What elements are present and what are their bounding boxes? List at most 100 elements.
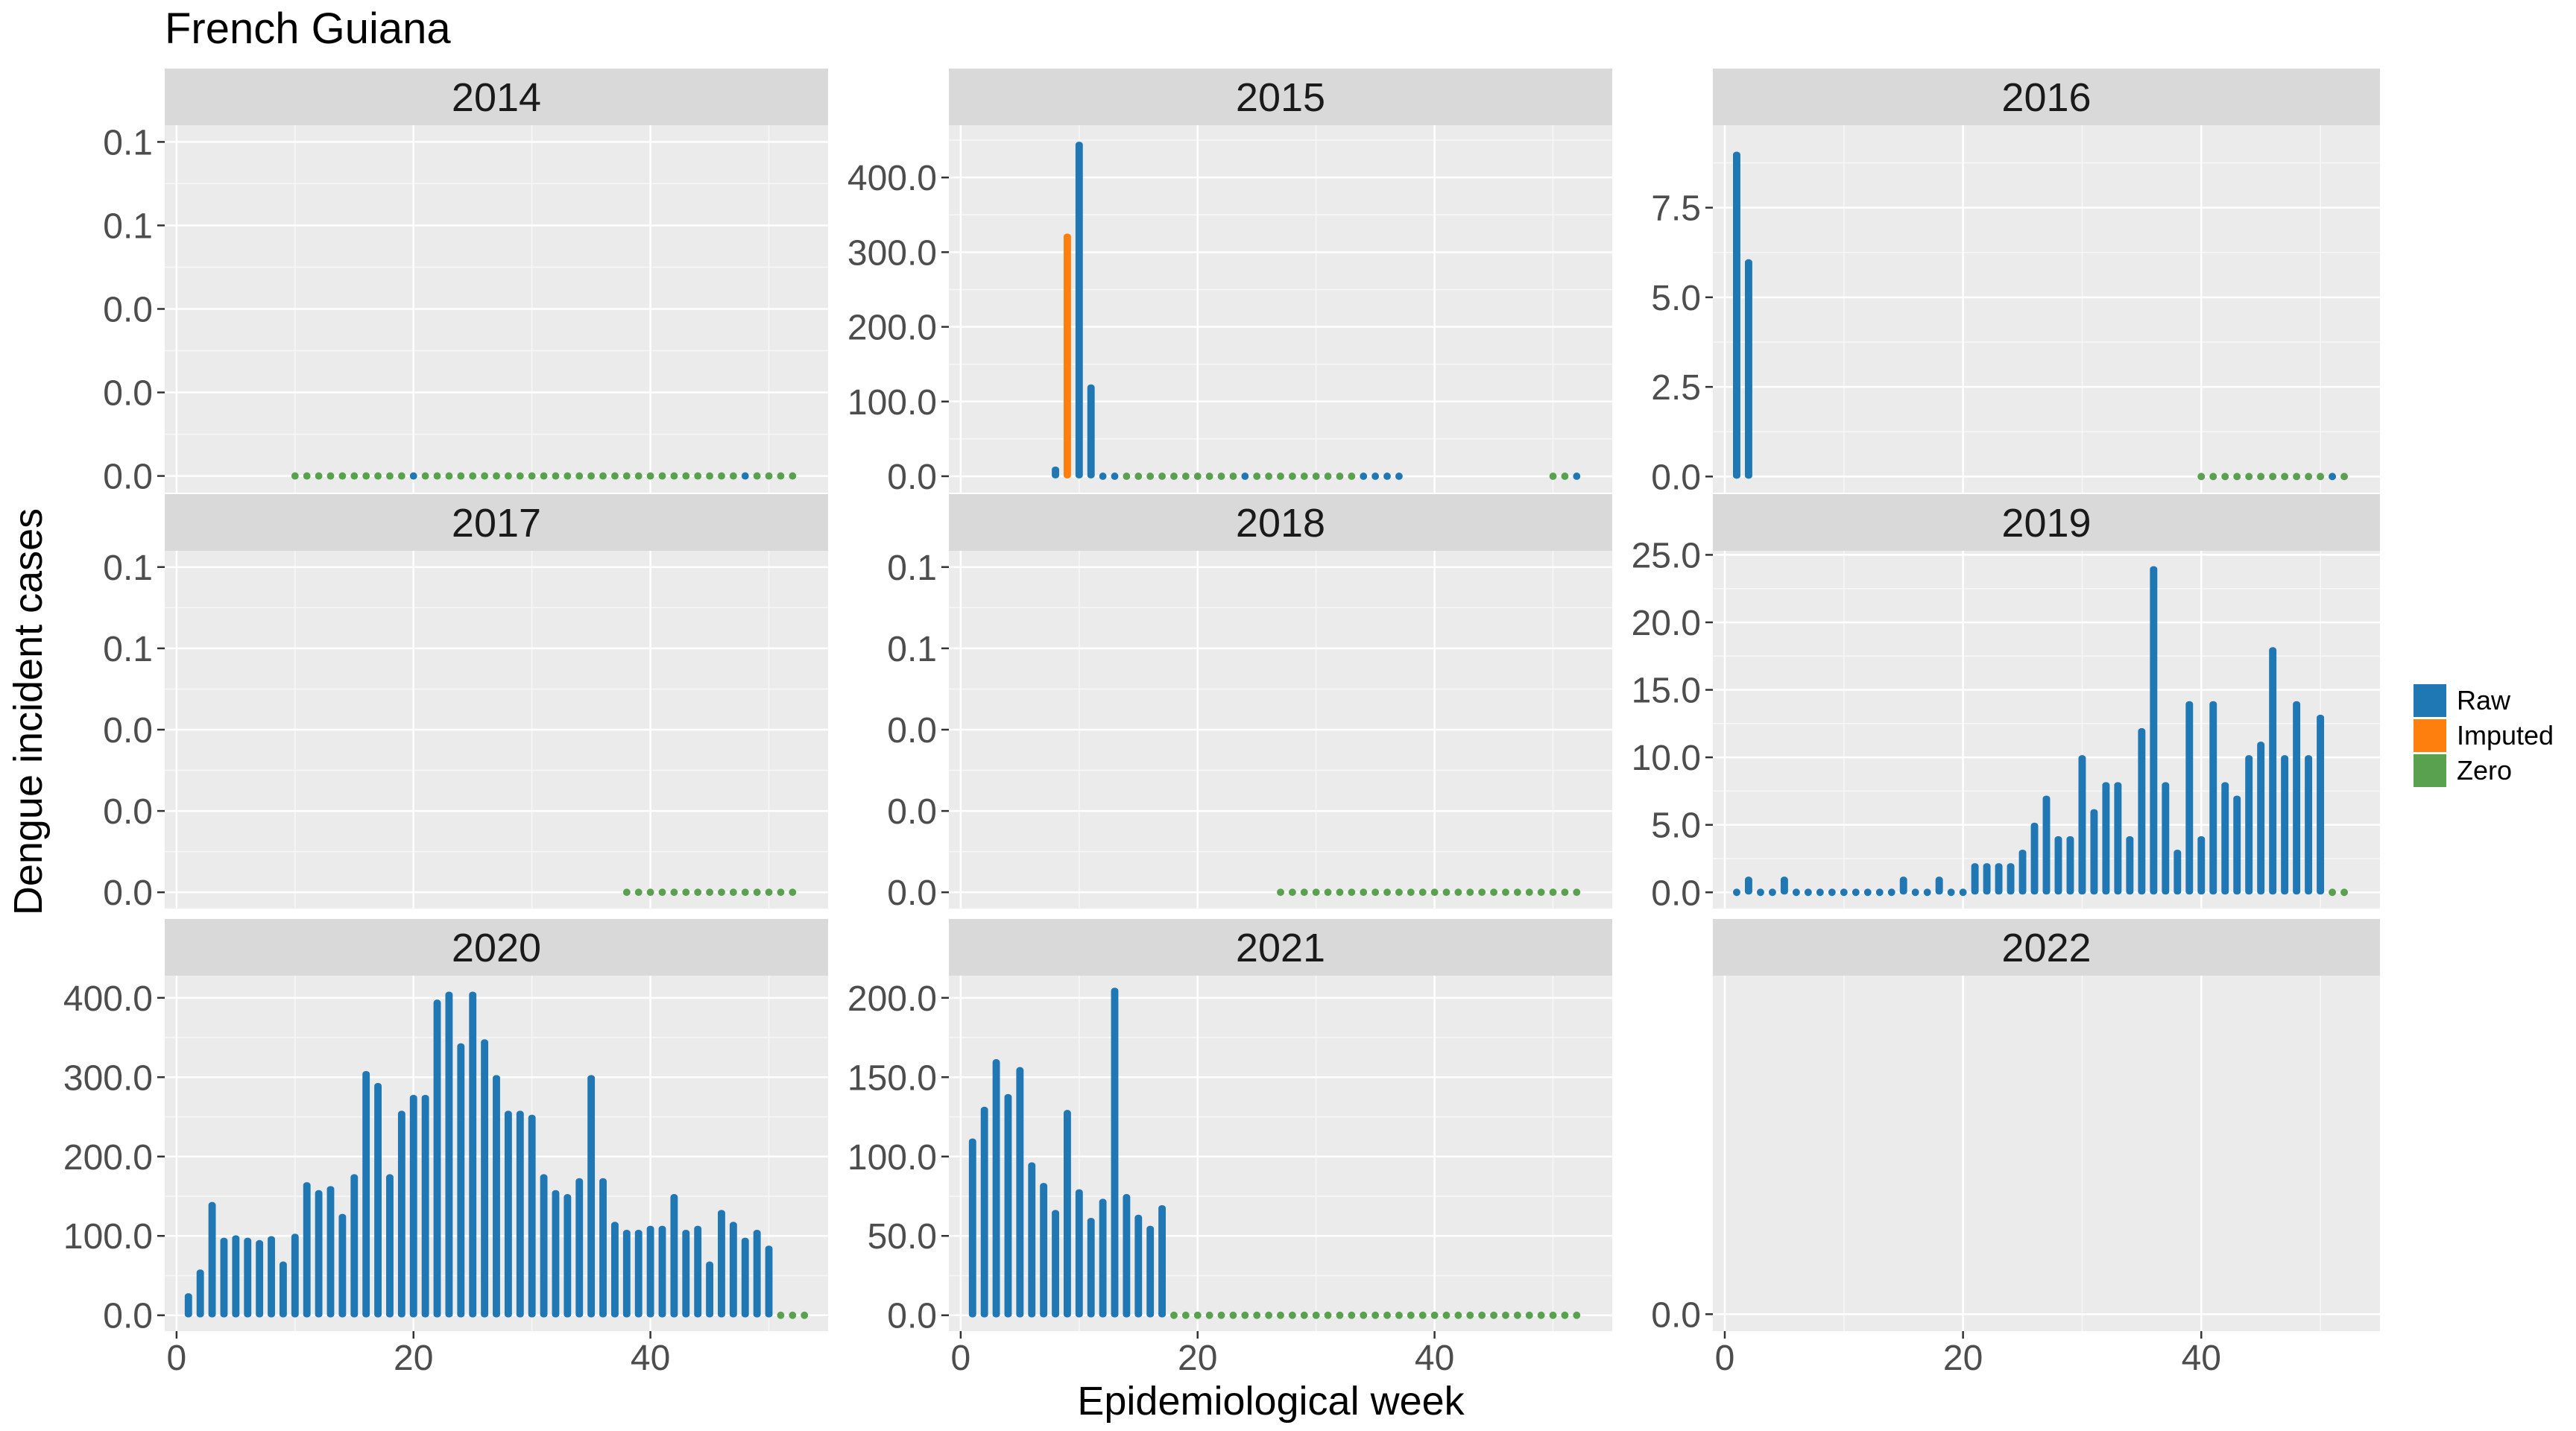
raw-bar — [599, 1178, 607, 1318]
zero-point — [1430, 888, 1439, 897]
y-tick-label: 100.0 — [847, 383, 937, 423]
zero-point — [777, 1311, 785, 1319]
zero-point — [1241, 1311, 1249, 1319]
zero-point — [777, 472, 785, 480]
zero-point — [1549, 1311, 1557, 1319]
zero-point — [338, 472, 347, 480]
zero-point — [1336, 473, 1344, 480]
zero-point — [386, 472, 394, 480]
raw-bar — [1744, 876, 1752, 895]
zero-point — [1300, 1311, 1308, 1319]
raw-bar — [1052, 1210, 1059, 1318]
zero-point — [291, 472, 299, 480]
x-tick-label: 20 — [1943, 1339, 1983, 1378]
raw-bar — [291, 1233, 299, 1318]
zero-point — [1229, 1311, 1237, 1319]
zero-point — [801, 1311, 809, 1319]
raw-bar — [1911, 888, 1919, 897]
raw-bar — [741, 472, 749, 480]
raw-bar — [1887, 888, 1895, 897]
y-tick-label: 0.0 — [103, 874, 153, 913]
raw-bar — [611, 1222, 619, 1318]
facet-strip-label: 2016 — [2001, 75, 2091, 120]
zero-point — [599, 472, 607, 480]
raw-bar — [409, 472, 417, 480]
x-tick-label: 40 — [1415, 1339, 1454, 1378]
y-tick-label: 0.0 — [103, 711, 153, 751]
y-tick-label: 0.0 — [103, 291, 153, 330]
y-tick-label: 2.5 — [1651, 368, 1701, 408]
raw-bar — [2174, 849, 2182, 895]
zero-point — [1253, 1311, 1261, 1319]
zero-point — [622, 472, 631, 480]
raw-bar — [1371, 473, 1380, 480]
zero-point — [397, 472, 405, 480]
raw-bar — [1733, 151, 1740, 479]
facet-strip — [949, 919, 1612, 976]
x-tick-label: 20 — [394, 1339, 433, 1378]
zero-point — [1360, 1311, 1368, 1319]
zero-point — [504, 472, 512, 480]
raw-bar — [303, 1182, 311, 1318]
raw-bar — [2162, 782, 2170, 895]
zero-point — [1253, 473, 1261, 480]
zero-point — [658, 472, 666, 480]
zero-point — [706, 472, 713, 480]
zero-point — [1146, 473, 1155, 480]
y-tick-label: 5.0 — [1651, 806, 1701, 846]
zero-point — [1158, 473, 1166, 480]
zero-point — [421, 472, 429, 480]
facet-strip — [165, 494, 828, 551]
raw-bar — [244, 1237, 252, 1318]
y-tick-label: 10.0 — [1632, 739, 1701, 778]
raw-bar — [765, 1245, 773, 1318]
zero-point — [1513, 888, 1521, 897]
zero-point — [1336, 1311, 1344, 1319]
raw-bar — [315, 1190, 323, 1318]
raw-bar — [1123, 1194, 1131, 1318]
raw-bar — [208, 1201, 216, 1318]
raw-bar — [1087, 1217, 1095, 1318]
raw-bar — [1241, 473, 1249, 480]
zero-point — [1395, 888, 1403, 897]
zero-point — [789, 888, 797, 897]
zero-point — [362, 472, 370, 480]
raw-bar — [1016, 1067, 1024, 1318]
raw-bar — [493, 1075, 500, 1318]
y-tick-label: 0.0 — [1651, 1295, 1701, 1335]
raw-bar — [706, 1261, 713, 1318]
y-tick-label: 7.5 — [1651, 189, 1701, 229]
zero-point — [1561, 473, 1569, 480]
zero-point — [2197, 473, 2206, 481]
legend-label: Raw — [2457, 685, 2511, 716]
facet-panel-2016: 2016 0.0 2.5 5.0 7.5 — [1651, 69, 2380, 497]
raw-bar — [1111, 473, 1119, 480]
zero-point — [326, 472, 335, 480]
facet-panel-2018: 2018 0.0 0.0 0.0 0.1 0.1 — [887, 494, 1612, 913]
zero-point — [789, 472, 797, 480]
zero-point — [1193, 473, 1202, 480]
legend-key-raw — [2414, 684, 2446, 717]
zero-point — [1371, 1311, 1380, 1319]
raw-bar — [1573, 473, 1581, 480]
raw-bar — [2138, 727, 2146, 895]
raw-bar — [1744, 259, 1752, 479]
y-tick-label: 5.0 — [1651, 279, 1701, 318]
raw-bar — [445, 991, 453, 1318]
zero-point — [1454, 1311, 1462, 1319]
raw-bar — [2245, 755, 2253, 895]
zero-point — [1442, 1311, 1450, 1319]
zero-point — [1395, 1311, 1403, 1319]
zero-point — [528, 472, 536, 480]
zero-point — [457, 472, 465, 480]
zero-point — [1478, 888, 1486, 897]
raw-bar — [2007, 863, 2015, 895]
x-tick-label: 20 — [1178, 1339, 1217, 1378]
zero-point — [1134, 473, 1143, 480]
zero-point — [611, 472, 619, 480]
zero-point — [433, 472, 441, 480]
zero-point — [1502, 888, 1509, 897]
zero-point — [1466, 1311, 1474, 1319]
raw-bar — [374, 1082, 382, 1318]
zero-point — [2257, 473, 2265, 481]
